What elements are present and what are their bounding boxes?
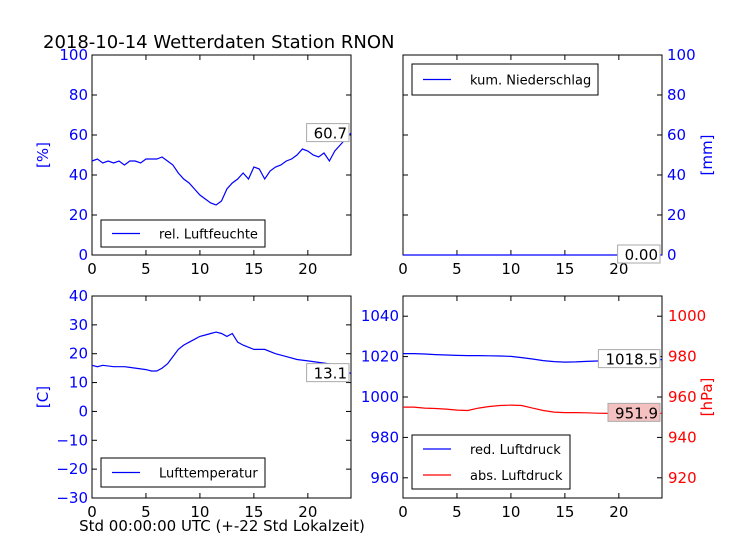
panel-precipitation: 0 5 10 15 20 0 20 40 60 80 100 [mm] 0.00 kum. Nieders… [398,46,716,278]
y-tick-label: 30 [69,316,88,334]
y-tick-label: 20 [69,206,88,224]
y-right-tick-label: 960 [668,388,697,406]
value-annotation-box [597,349,661,369]
x-tick-label: 20 [609,503,628,521]
panel-temperature: 0 5 10 15 20 −30 −20 −10 0 10 20 30 40 [C] 13.1 Lufttem… [34,287,352,521]
x-tick-label: 5 [141,503,151,521]
value-annotation-box [617,244,661,264]
y-right-tick-label: 940 [668,428,697,446]
x-tick-label: 0 [398,260,408,278]
x-tick-label: 20 [298,260,317,278]
y-tick-label: 1000 [361,388,399,406]
y-tick-label: −30 [56,489,88,507]
x-tick-label: 15 [555,503,574,521]
legend: red. Luftdruck abs. Luftdruck [411,434,571,490]
value-annotation: 951.9 [615,404,658,422]
legend: Lufttemperatur [100,457,266,488]
x-axis-label: Std 00:00:00 UTC (+-22 Std Lokalzeit) [79,517,365,535]
legend-entry: red. Luftdruck [470,443,561,458]
x-tick-label: 5 [452,260,462,278]
x-tick-label: 15 [244,260,263,278]
y-axis-label: [mm] [698,135,716,176]
y-tick-label: 40 [69,287,88,305]
y-tick-label: 0 [78,402,88,420]
y-tick-label: 40 [69,166,88,184]
value-annotation: 60.7 [314,125,347,143]
x-tick-label: 5 [141,260,151,278]
y-tick-label: 100 [667,46,696,64]
legend-entry: Lufttemperatur [159,467,258,482]
y-right-tick-label: 920 [668,469,697,487]
y-tick-label: 20 [667,206,686,224]
y-axis-label: [%] [34,142,52,168]
value-annotation: 0.00 [625,246,658,264]
value-annotation: 1018.5 [606,351,659,369]
value-annotation-box [306,123,350,143]
value-annotation-box [306,363,350,383]
x-tick-label: 10 [501,260,520,278]
y-tick-label: 1040 [361,307,399,325]
legend: rel. Luftfeuchte [100,219,266,248]
y-right-tick-label: 980 [668,348,697,366]
x-tick-label: 0 [87,260,97,278]
series-line-lufttemperatur [91,331,352,375]
y-tick-label: 0 [78,246,88,264]
x-tick-label: 15 [555,260,574,278]
y-tick-label: 1020 [361,348,399,366]
y-tick-label: 100 [59,46,88,64]
y-axis-label: [hPa] [698,378,716,417]
figure-title: 2018-10-14 Wetterdaten Station RNON [43,32,394,53]
panel-pressure: 0 5 10 15 20 960 980 1000 1020 1040 920 940 960 980 10… [361,295,716,521]
legend: kum. Niederschlag [411,63,599,96]
legend-entry: kum. Niederschlag [470,74,591,89]
y-tick-label: 20 [69,345,88,363]
legend-box [100,457,266,488]
x-tick-label: 10 [190,260,209,278]
x-tick-label: 10 [501,503,520,521]
x-tick-label: 0 [398,503,408,521]
legend-entry: abs. Luftdruck [470,469,563,484]
y-tick-label: 960 [370,469,399,487]
y-tick-label: 60 [69,126,88,144]
y-tick-label: 10 [69,374,88,392]
y-tick-label: −20 [56,460,88,478]
y-tick-label: 60 [667,126,686,144]
y-tick-label: 980 [370,428,399,446]
x-tick-label: 5 [452,503,462,521]
x-tick-label: 20 [298,503,317,521]
value-annotation-box [607,402,661,422]
x-tick-label: 15 [244,503,263,521]
y-tick-label: 80 [667,86,686,104]
y-tick-label: −10 [56,431,88,449]
panel-humidity: 0 5 10 15 20 0 20 40 60 80 100 [%] 60.7 rel. Luftfeuc… [34,46,352,278]
value-annotation: 13.1 [314,365,347,383]
x-tick-label: 0 [87,503,97,521]
legend-entry: rel. Luftfeuchte [159,228,258,243]
y-right-tick-label: 1000 [668,307,706,325]
y-axis-label: [C] [34,386,52,408]
y-tick-label: 80 [69,86,88,104]
series-line-rel-luftfeuchte [91,132,352,206]
legend-box [411,434,571,490]
y-tick-label: 0 [667,246,677,264]
y-tick-label: 40 [667,166,686,184]
x-tick-label: 20 [609,260,628,278]
x-tick-label: 10 [190,503,209,521]
